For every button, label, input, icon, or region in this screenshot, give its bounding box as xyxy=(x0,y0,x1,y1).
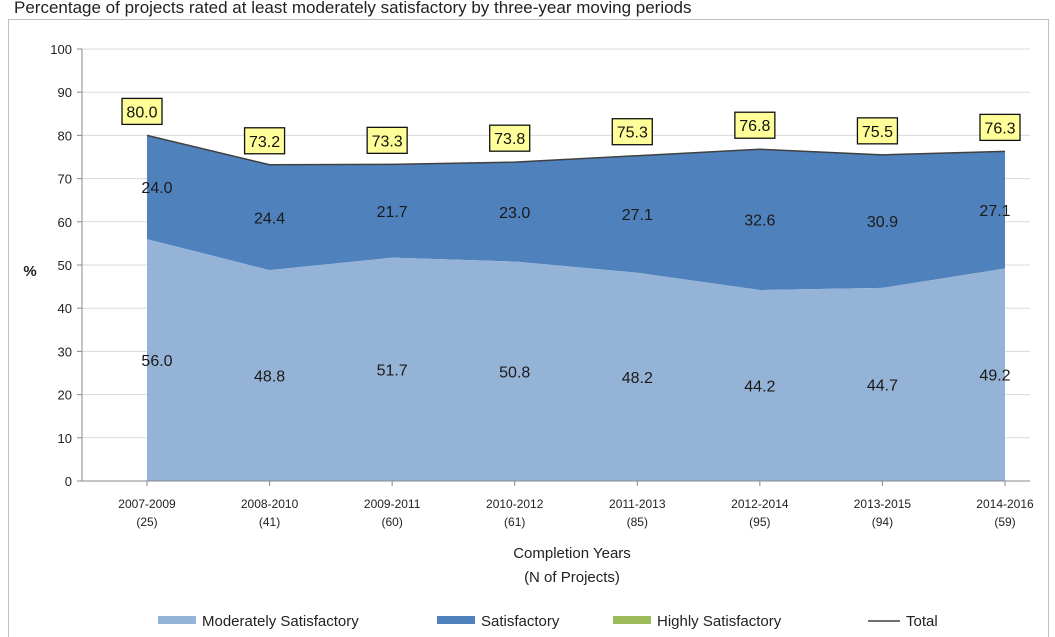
y-tick-label-90: 90 xyxy=(58,85,72,100)
area-moderately-satisfactory xyxy=(147,239,1005,481)
x-tick-label-period: 2011-2013 xyxy=(609,497,666,511)
x-tick-label-count: (95) xyxy=(749,515,770,529)
y-tick-label-100: 100 xyxy=(50,42,72,57)
legend-item-total: Total xyxy=(868,613,938,630)
x-tick-label-period: 2013-2015 xyxy=(854,497,912,511)
legend-label-highly-satisfactory: Highly Satisfactory xyxy=(657,613,782,630)
x-axis-label-line1: Completion Years xyxy=(513,545,631,562)
legend-label-satisfactory: Satisfactory xyxy=(481,613,560,630)
data-label-satisfactory: 21.7 xyxy=(377,204,408,221)
y-tick-label-60: 60 xyxy=(58,215,72,230)
legend-item-satisfactory: Satisfactory xyxy=(437,613,560,630)
y-axis-label: % xyxy=(23,263,36,280)
total-label-box xyxy=(734,111,776,139)
data-label-satisfactory: 23.0 xyxy=(499,205,530,222)
data-label-moderately-satisfactory: 51.7 xyxy=(377,362,408,379)
total-label: 73.2 xyxy=(243,127,286,155)
data-label-moderately-satisfactory: 49.2 xyxy=(979,368,1010,385)
total-label-value: 73.8 xyxy=(494,131,525,148)
data-label-moderately-satisfactory: 48.8 xyxy=(254,369,285,386)
total-label-box xyxy=(489,124,531,152)
total-label: 75.5 xyxy=(856,117,899,145)
total-label-value: 76.3 xyxy=(984,120,1015,137)
data-labels: 56.0 48.8 51.7 50.8 48.2 44.2 44.7 49.2 24.0 24.4… xyxy=(141,180,1010,395)
total-label-value: 75.3 xyxy=(617,125,648,142)
x-tick-label-period: 2009-2011 xyxy=(364,497,421,511)
legend-swatch-satisfactory xyxy=(437,616,475,624)
x-tick-label-period: 2012-2014 xyxy=(731,497,789,511)
x-tick-label-count: (94) xyxy=(872,515,893,529)
total-label: 76.8 xyxy=(734,111,776,139)
total-labels: 80.0 73.2 73.3 73.8 75.3 76.8 75.5 76.3 xyxy=(121,97,1021,155)
y-tick-label-50: 50 xyxy=(58,258,72,273)
y-tick-label-30: 30 xyxy=(58,344,72,359)
total-label: 76.3 xyxy=(979,113,1021,142)
total-label-value: 75.5 xyxy=(862,124,893,141)
x-tick-label-count: (25) xyxy=(136,515,157,529)
data-label-moderately-satisfactory: 48.2 xyxy=(622,370,653,387)
x-tick-label-period: 2010-2012 xyxy=(486,497,544,511)
data-label-satisfactory: 27.1 xyxy=(979,203,1010,220)
y-tick-label-80: 80 xyxy=(58,128,72,143)
legend-item-moderately-satisfactory: Moderately Satisfactory xyxy=(158,613,359,630)
y-tick-label-70: 70 xyxy=(58,172,72,187)
x-tick-label-count: (85) xyxy=(627,515,648,529)
total-label-box xyxy=(856,117,899,145)
total-label: 75.3 xyxy=(611,118,653,146)
total-line xyxy=(146,134,1006,166)
total-label-box xyxy=(611,118,653,146)
data-label-moderately-satisfactory: 50.8 xyxy=(499,364,530,381)
total-label-value: 73.2 xyxy=(249,134,280,151)
x-tick-label-count: (41) xyxy=(259,515,280,529)
total-label-value: 76.8 xyxy=(739,118,770,135)
legend-swatch-moderately-satisfactory xyxy=(158,616,196,624)
data-label-satisfactory: 27.1 xyxy=(622,207,653,224)
legend-label-moderately-satisfactory: Moderately Satisfactory xyxy=(202,613,359,630)
total-label: 80.0 xyxy=(121,97,163,126)
total-label-box xyxy=(243,127,286,155)
data-label-moderately-satisfactory: 56.0 xyxy=(141,353,172,370)
area-satisfactory xyxy=(147,135,1005,291)
legend: Moderately Satisfactory Satisfactory Highl… xyxy=(158,613,938,630)
total-label-box xyxy=(979,113,1021,142)
legend-swatch-highly-satisfactory xyxy=(613,616,651,624)
x-tick-label-count: (60) xyxy=(381,515,402,529)
chart-caption: Percentage of projects rated at least mo… xyxy=(14,0,692,17)
x-tick-label-count: (61) xyxy=(504,515,525,529)
data-label-satisfactory: 24.0 xyxy=(141,180,172,197)
y-tick-label-10: 10 xyxy=(58,431,72,446)
chart-frame xyxy=(8,19,1049,637)
total-label-box xyxy=(121,97,163,126)
total-label-value: 73.3 xyxy=(372,133,403,150)
data-label-moderately-satisfactory: 44.7 xyxy=(867,377,898,394)
total-label: 73.3 xyxy=(366,126,408,154)
total-label: 73.8 xyxy=(489,124,531,152)
data-label-satisfactory: 24.4 xyxy=(254,210,285,227)
x-tick-label-count: (59) xyxy=(994,515,1015,529)
area-series xyxy=(146,134,1006,481)
axes xyxy=(81,49,1030,486)
x-tick-label-period: 2007-2009 xyxy=(118,497,176,511)
data-label-moderately-satisfactory: 44.2 xyxy=(744,379,775,396)
legend-label-total: Total xyxy=(906,613,938,630)
x-axis-label-line2: (N of Projects) xyxy=(524,569,620,586)
data-label-satisfactory: 32.6 xyxy=(744,213,775,230)
x-tick-label-period: 2014-2016 xyxy=(976,497,1034,511)
total-label-value: 80.0 xyxy=(126,104,157,121)
total-label-box xyxy=(366,126,408,154)
y-tick-label-0: 0 xyxy=(65,474,72,489)
x-tick-label-period: 2008-2010 xyxy=(241,497,299,511)
y-tick-label-40: 40 xyxy=(58,301,72,316)
tick-labels: 0 10 20 30 40 50 60 70 80 90 100 2007-2009 (25) 2008-… xyxy=(50,42,1034,529)
legend-item-highly-satisfactory: Highly Satisfactory xyxy=(613,613,782,630)
data-label-satisfactory: 30.9 xyxy=(867,214,898,231)
y-tick-label-20: 20 xyxy=(58,388,72,403)
